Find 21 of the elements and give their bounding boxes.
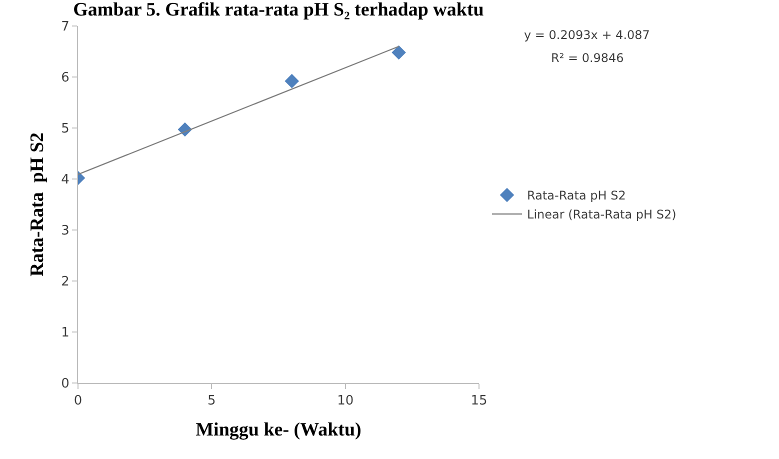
y-tick-label: 5 [61, 122, 70, 137]
x-tick-label: 15 [470, 394, 488, 409]
legend-label: Linear (Rata-Rata pH S2) [527, 208, 676, 222]
y-tick-label: 7 [61, 20, 70, 35]
y-axis-title: Rata-Rata pH S2 [26, 132, 48, 277]
text: y = 0.2093x + 4.087 [524, 28, 650, 42]
y-tick-label: 0 [61, 376, 70, 392]
y-tick-label: 2 [61, 274, 70, 290]
point [284, 74, 300, 88]
y-tick-label: 3 [61, 224, 70, 239]
chart-title: Gambar 5. Grafik rata-rata pH S₂ terhadap waktu [73, 0, 484, 21]
x-axis-title: Minggu ke- (Waktu) [196, 419, 362, 440]
x-tick-label: 0 [74, 394, 82, 409]
point [392, 45, 406, 60]
y-tick-label: 1 [61, 326, 70, 341]
legend-label: Rata-Rata pH S2 [527, 188, 626, 203]
x-tick-label: 10 [337, 394, 354, 409]
x-tick-label: 5 [208, 394, 216, 409]
y-tick-label: 6 [61, 70, 70, 86]
text: R² = 0.9846 [551, 51, 624, 65]
y-tick-label: 4 [61, 172, 70, 188]
